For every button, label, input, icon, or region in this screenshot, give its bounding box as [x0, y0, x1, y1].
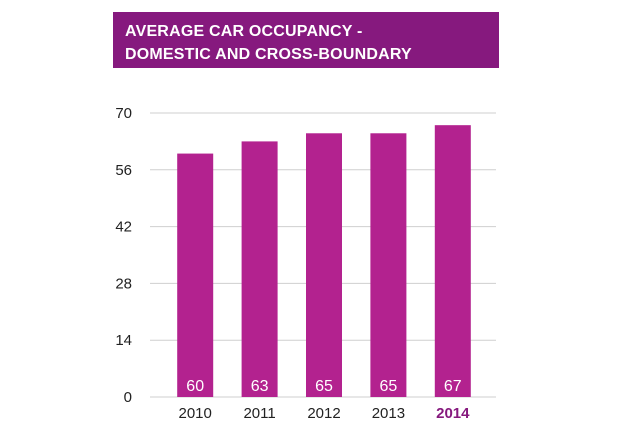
- x-category-label: 2010: [179, 405, 212, 422]
- chart-title-banner: AVERAGE CAR OCCUPANCY - DOMESTIC AND CRO…: [113, 12, 499, 68]
- bar-value-label: 60: [186, 378, 204, 395]
- chart-title-line-2: DOMESTIC AND CROSS-BOUNDARY: [125, 46, 412, 63]
- bar: [434, 125, 471, 398]
- y-tick-label: 0: [124, 389, 132, 406]
- bar: [370, 133, 407, 398]
- chart-title-line-1: AVERAGE CAR OCCUPANCY -: [125, 23, 363, 40]
- y-tick-label: 28: [115, 275, 132, 292]
- bar: [306, 133, 342, 398]
- x-category-label: 2011: [243, 405, 275, 422]
- bar-value-label: 65: [315, 378, 333, 395]
- bar-value-label: 67: [444, 378, 462, 395]
- y-tick-label: 56: [115, 162, 132, 179]
- y-tick-label: 42: [115, 219, 132, 236]
- x-category-label: 2013: [372, 405, 405, 422]
- bar-value-label: 65: [380, 378, 398, 395]
- bar-value-label: 63: [251, 378, 269, 395]
- bar: [241, 141, 278, 397]
- x-category-label: 2014: [436, 405, 470, 422]
- y-tick-label: 70: [115, 105, 132, 122]
- y-tick-label: 14: [115, 332, 132, 349]
- bar: [177, 153, 214, 397]
- x-category-label: 2012: [307, 405, 340, 422]
